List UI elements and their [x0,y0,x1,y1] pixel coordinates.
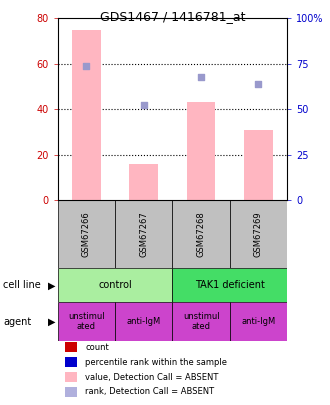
Point [198,74,204,81]
Text: ▶: ▶ [48,317,55,327]
Text: GSM67268: GSM67268 [197,211,206,257]
Text: GDS1467 / 1416781_at: GDS1467 / 1416781_at [101,10,246,23]
Bar [187,102,215,200]
Text: GSM67267: GSM67267 [139,211,148,257]
Bar [58,269,173,302]
Text: anti-IgM: anti-IgM [127,317,161,326]
Text: value, Detection Call = ABSENT: value, Detection Call = ABSENT [85,373,219,382]
Text: cell line: cell line [3,280,41,290]
Text: unstimul
ated: unstimul ated [183,312,219,331]
Bar [115,200,173,269]
Bar [58,302,115,341]
Bar [244,130,273,200]
Bar [129,164,158,200]
Text: control: control [98,280,132,290]
Bar [65,343,77,352]
Bar [115,302,173,341]
Bar [230,302,287,341]
Bar [65,357,77,367]
Bar [173,302,230,341]
Bar [230,200,287,269]
Text: percentile rank within the sample: percentile rank within the sample [85,358,227,367]
Point [84,63,89,69]
Text: GSM67266: GSM67266 [82,211,91,257]
Point [256,81,261,87]
Bar [65,372,77,382]
Text: ▶: ▶ [48,280,55,290]
Bar [173,269,287,302]
Bar [72,30,101,200]
Text: GSM67269: GSM67269 [254,211,263,257]
Text: agent: agent [3,317,32,327]
Text: anti-IgM: anti-IgM [241,317,276,326]
Bar [173,200,230,269]
Text: count: count [85,343,109,352]
Bar [65,387,77,397]
Bar [58,200,115,269]
Text: TAK1 deficient: TAK1 deficient [195,280,265,290]
Text: unstimul
ated: unstimul ated [68,312,105,331]
Text: rank, Detection Call = ABSENT: rank, Detection Call = ABSENT [85,387,214,396]
Point [141,101,147,108]
